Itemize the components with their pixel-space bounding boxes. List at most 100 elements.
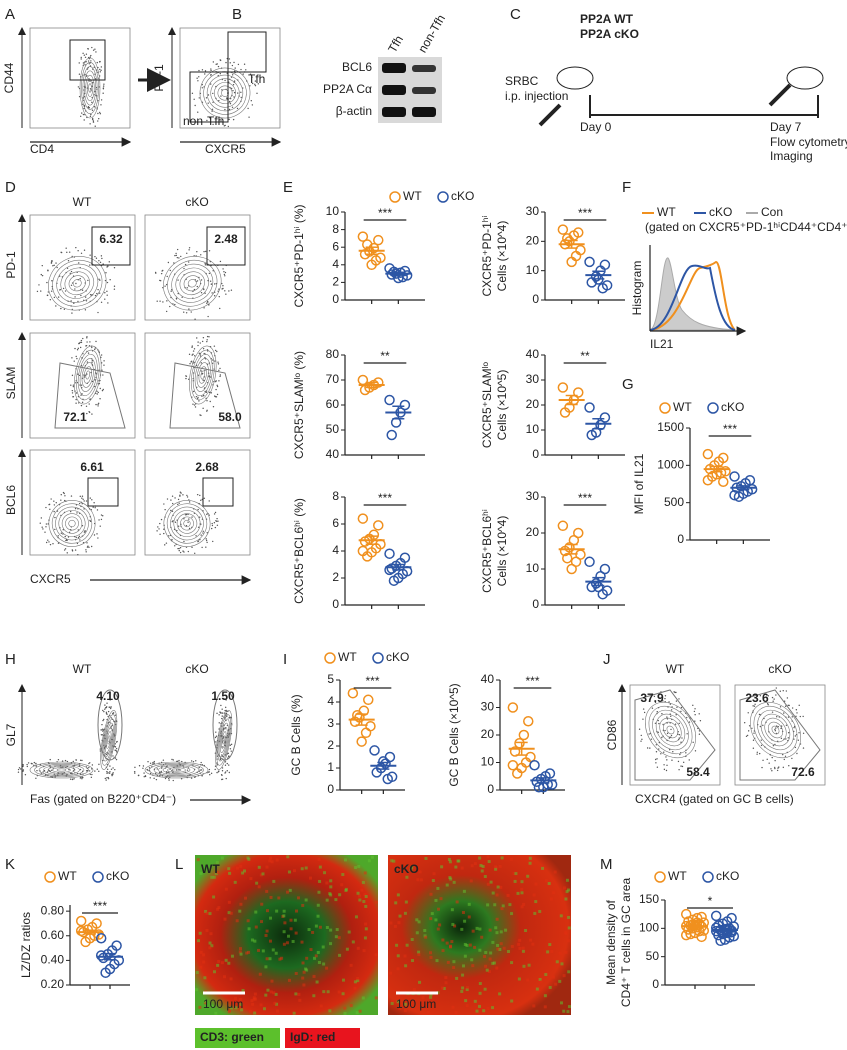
event-dot bbox=[80, 394, 82, 396]
event-dot bbox=[224, 275, 226, 277]
contour bbox=[102, 718, 115, 762]
event-dot bbox=[200, 769, 203, 771]
event-dot bbox=[68, 768, 70, 771]
y-tick-label: 80 bbox=[326, 347, 340, 361]
micrograph-texture bbox=[434, 898, 438, 902]
micrograph-texture bbox=[374, 953, 378, 957]
micrograph-texture bbox=[349, 1003, 353, 1007]
panel-letter: D bbox=[5, 179, 16, 196]
gate bbox=[212, 689, 238, 761]
event-dot bbox=[670, 709, 673, 711]
event-dot bbox=[197, 396, 199, 399]
event-dot bbox=[215, 735, 218, 737]
event-dot bbox=[60, 532, 63, 534]
event-dot bbox=[207, 94, 210, 96]
event-dot bbox=[694, 750, 697, 752]
event-dot bbox=[215, 741, 217, 743]
micrograph-texture bbox=[250, 938, 254, 942]
contour bbox=[77, 353, 98, 397]
micrograph-texture bbox=[491, 1006, 495, 1010]
micrograph-texture bbox=[234, 997, 238, 1001]
event-dot bbox=[248, 116, 250, 118]
event-dot bbox=[219, 375, 221, 378]
micrograph-texture bbox=[454, 865, 458, 869]
significance: ** bbox=[580, 349, 590, 363]
micrograph-texture bbox=[239, 864, 243, 868]
event-dot bbox=[174, 254, 176, 257]
blot-row-label: PP2A Cα bbox=[323, 82, 372, 96]
event-dot bbox=[89, 264, 91, 266]
micrograph-texture bbox=[301, 961, 305, 965]
micrograph-texture bbox=[410, 938, 414, 942]
event-dot bbox=[802, 732, 805, 734]
plot-frame bbox=[29, 214, 136, 321]
image-label: cKO bbox=[394, 862, 419, 876]
event-dot bbox=[133, 770, 136, 773]
event-dot bbox=[98, 278, 100, 280]
event-dot bbox=[51, 260, 53, 262]
event-dot bbox=[186, 287, 188, 289]
micrograph-texture bbox=[508, 903, 512, 907]
micrograph-texture bbox=[552, 975, 556, 979]
micrograph-texture bbox=[257, 865, 261, 869]
event-dot bbox=[202, 532, 204, 534]
micrograph-texture bbox=[492, 961, 496, 965]
micrograph-texture bbox=[488, 928, 492, 932]
event-dot bbox=[109, 699, 111, 701]
treatment: i.p. injection bbox=[505, 89, 568, 103]
data-point bbox=[599, 412, 611, 423]
event-dot bbox=[59, 289, 61, 291]
significance: *** bbox=[378, 491, 392, 505]
contour bbox=[183, 275, 201, 292]
event-dot bbox=[99, 261, 102, 264]
micrograph-texture bbox=[217, 959, 221, 963]
histogram-cko bbox=[649, 264, 736, 331]
data-point bbox=[75, 915, 87, 927]
micrograph-texture bbox=[224, 887, 228, 891]
legend-entry: WT bbox=[338, 650, 357, 664]
event-dot bbox=[178, 502, 180, 504]
micrograph-texture bbox=[495, 931, 499, 935]
micrograph-texture bbox=[531, 942, 535, 946]
band bbox=[412, 107, 436, 117]
event-dot bbox=[195, 395, 198, 398]
data-point bbox=[347, 687, 359, 699]
micrograph-texture bbox=[532, 893, 536, 897]
event-dot bbox=[223, 270, 225, 273]
micrograph-texture bbox=[507, 949, 511, 953]
event-dot bbox=[796, 712, 798, 714]
y-tick-label: 1000 bbox=[657, 458, 684, 472]
event-dot bbox=[91, 101, 93, 104]
micrograph-texture bbox=[265, 889, 269, 893]
event-dot bbox=[188, 353, 191, 356]
event-dot bbox=[77, 537, 80, 539]
micrograph-texture bbox=[349, 963, 353, 967]
micrograph-texture bbox=[289, 918, 293, 922]
event-dot bbox=[106, 290, 108, 293]
micrograph-texture bbox=[544, 879, 548, 883]
micrograph-texture bbox=[325, 881, 329, 885]
micrograph-texture bbox=[259, 1003, 263, 1007]
contour bbox=[218, 722, 229, 758]
event-dot bbox=[183, 540, 185, 543]
data-point bbox=[729, 489, 740, 501]
event-dot bbox=[646, 747, 649, 749]
gate bbox=[169, 362, 241, 429]
micrograph-texture bbox=[424, 856, 428, 860]
micrograph-texture bbox=[500, 907, 504, 911]
event-dot bbox=[110, 725, 112, 728]
event-dot bbox=[82, 337, 84, 340]
event-dot bbox=[655, 751, 658, 753]
micrograph-texture bbox=[354, 915, 358, 919]
event-dot bbox=[212, 123, 214, 126]
micrograph-texture bbox=[445, 883, 449, 887]
event-dot bbox=[218, 722, 220, 724]
micrograph-texture bbox=[417, 920, 421, 924]
event-dot bbox=[81, 502, 83, 505]
micrograph-texture bbox=[475, 1009, 479, 1013]
micrograph-texture bbox=[404, 900, 408, 904]
gate bbox=[739, 689, 821, 781]
event-dot bbox=[63, 499, 66, 502]
event-dot bbox=[214, 511, 217, 514]
data-point bbox=[356, 736, 367, 747]
